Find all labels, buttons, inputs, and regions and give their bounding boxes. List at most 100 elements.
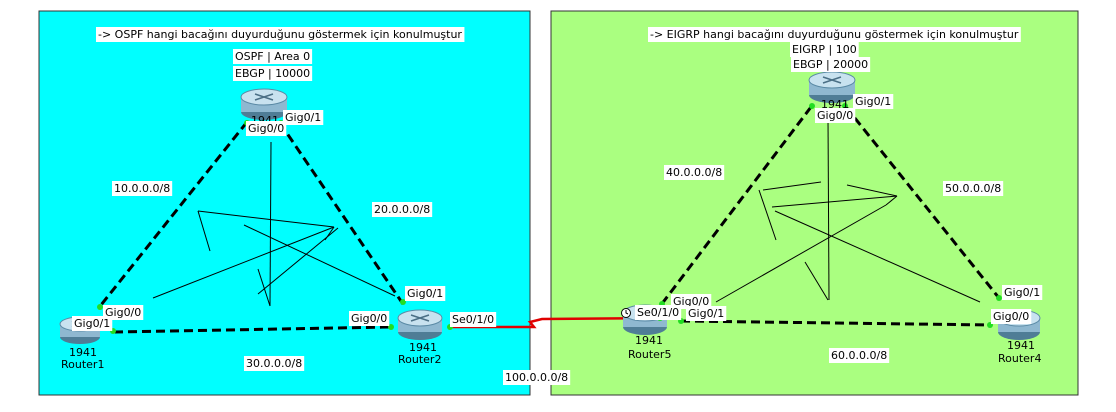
ospf-note: -> OSPF hangi bacağını duyurduğunu göste… — [98, 28, 462, 41]
ospf-links — [99, 121, 405, 334]
network-60-label: 60.0.0.0/8 — [831, 349, 887, 362]
network-60-label-background — [829, 348, 890, 363]
ospf-note-group: -> OSPF hangi bacağını duyurduğunu göste… — [96, 27, 465, 42]
link-20 — [278, 122, 405, 305]
network-20-label: 20.0.0.0/8 — [374, 203, 430, 216]
router-top-right[interactable] — [808, 71, 856, 103]
r1-gig01-label: Gig0/1 — [74, 317, 110, 330]
router-top-left[interactable] — [240, 88, 288, 120]
r5-gig01-label-background — [686, 306, 727, 321]
network-10-label-group: 10.0.0.0/8 — [112, 181, 173, 196]
network-20-label-background — [372, 202, 433, 217]
eigrp-process-label: EIGRP | 100 — [792, 43, 857, 56]
network-50-label-group: 50.0.0.0/8 — [943, 181, 1004, 196]
network-50-label: 50.0.0.0/8 — [945, 182, 1001, 195]
network-40-label-background — [664, 165, 725, 180]
router5-model: 1941 — [635, 334, 663, 347]
left-sketch-lines — [152, 141, 396, 307]
network-10-label: 10.0.0.0/8 — [114, 182, 170, 195]
router-top-right-model-group: 1941 — [821, 98, 849, 111]
network-40-label: 40.0.0.0/8 — [666, 166, 722, 179]
r5-se010-label: Se0/1/0 — [637, 306, 679, 319]
router1-name-group: Router1 — [61, 358, 104, 371]
tl-gig01-label-background — [283, 110, 324, 125]
r2-gig01-label-background — [405, 286, 446, 301]
serial-link-100 — [451, 316, 661, 329]
network-30-label-background — [244, 356, 305, 371]
eigrp-note-background — [648, 27, 1021, 42]
ospf-process-label: OSPF | Area 0 — [235, 50, 310, 63]
network-100-label-group: 100.0.0.0/8 — [503, 370, 571, 385]
router5-model-group: 1941 — [635, 334, 663, 347]
router-top-right-model: 1941 — [821, 98, 849, 111]
tr-gig00-label-group: Gig0/0 — [815, 108, 856, 123]
tr-gig00-label: Gig0/0 — [817, 109, 853, 122]
ospf-process-label-background — [233, 49, 313, 64]
router5-name-group: Router5 — [628, 348, 671, 361]
tr-gig01-label: Gig0/1 — [855, 95, 891, 108]
eigrp-links — [659, 106, 1001, 327]
r4-gig01-label-background — [1002, 285, 1043, 300]
link-60 — [680, 319, 992, 327]
r5-se010-label-group: Se0/1/0 — [635, 305, 682, 320]
eigrp-process-label-background — [790, 42, 859, 57]
r4-gig01-label: Gig0/1 — [1004, 286, 1040, 299]
ospf-note-background — [96, 27, 465, 42]
network-30-label-group: 30.0.0.0/8 — [244, 356, 305, 371]
tr-gig01-label-group: Gig0/1 — [853, 94, 894, 109]
r5-gig01-label: Gig0/1 — [688, 307, 724, 320]
r1-gig00-label-background — [103, 305, 144, 320]
router4-name: Router4 — [998, 352, 1041, 365]
tl-gig00-label-group: Gig0/0 — [246, 121, 287, 136]
link-30 — [113, 325, 392, 334]
ebgp-right-label-background — [791, 57, 871, 72]
tr-gig01-label-background — [853, 94, 894, 109]
r1-gig01-label-background — [72, 316, 113, 331]
r2-se010-label: Se0/1/0 — [452, 313, 494, 326]
router4-model: 1941 — [1007, 339, 1035, 352]
router1-name: Router1 — [61, 358, 104, 371]
ebgp-right-label-group: EBGP | 20000 — [791, 57, 871, 72]
router1-model: 1941 — [69, 346, 97, 359]
ebgp-left-label-background — [233, 66, 313, 81]
tl-gig00-label: Gig0/0 — [248, 122, 284, 135]
r1-gig00-label-group: Gig0/0 — [103, 305, 144, 320]
router2-model-group: 1941 — [409, 341, 437, 354]
r2-gig01-label-group: Gig0/1 — [405, 286, 446, 301]
link-50 — [844, 106, 1001, 299]
tl-gig01-label: Gig0/1 — [285, 111, 321, 124]
r2-se010-label-group: Se0/1/0 — [450, 312, 497, 327]
tr-gig00-label-background — [815, 108, 856, 123]
tl-gig00-label-background — [246, 121, 287, 136]
r2-gig01-label: Gig0/1 — [407, 287, 443, 300]
ebgp-left-label-group: EBGP | 10000 — [233, 66, 313, 81]
router1-model-group: 1941 — [69, 346, 97, 359]
tl-gig01-label-group: Gig0/1 — [283, 110, 324, 125]
r2-se010-label-background — [450, 312, 497, 327]
r5-gig01-label-group: Gig0/1 — [686, 306, 727, 321]
r2-gig00-label-background — [349, 311, 390, 326]
ospf-process-label-group: OSPF | Area 0 — [233, 49, 313, 64]
router-router2[interactable] — [397, 309, 443, 340]
ebgp-right-label: EBGP | 20000 — [793, 58, 868, 71]
r1-gig01-label-group: Gig0/1 — [72, 316, 113, 331]
r5-se010-label-background — [635, 305, 682, 320]
network-30-label: 30.0.0.0/8 — [246, 357, 302, 370]
eigrp-note-group: -> EIGRP hangi bacağını duyurduğunu göst… — [648, 27, 1021, 42]
network-10-label-background — [112, 181, 173, 196]
router2-name: Router2 — [398, 353, 441, 366]
ebgp-left-label: EBGP | 10000 — [235, 67, 310, 80]
right-sketch-lines — [715, 116, 981, 303]
router5-name: Router5 — [628, 348, 671, 361]
r4-gig00-label-background — [991, 309, 1032, 324]
router4-name-group: Router4 — [998, 352, 1041, 365]
network-50-label-background — [943, 181, 1004, 196]
router2-model: 1941 — [409, 341, 437, 354]
r1-gig00-label: Gig0/0 — [105, 306, 141, 319]
network-60-label-group: 60.0.0.0/8 — [829, 348, 890, 363]
network-100-label: 100.0.0.0/8 — [505, 371, 568, 384]
r5-gig00-label: Gig0/0 — [673, 295, 709, 308]
network-100-label-background — [503, 370, 571, 385]
r2-gig00-label: Gig0/0 — [351, 312, 387, 325]
